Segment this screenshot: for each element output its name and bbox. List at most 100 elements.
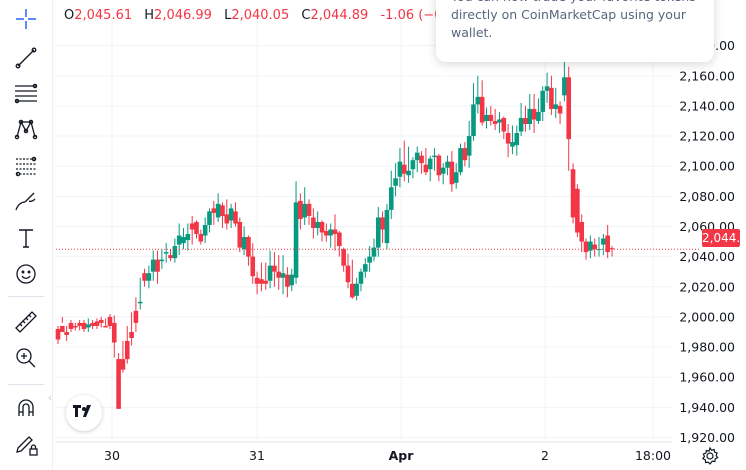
candle-body	[111, 322, 117, 343]
candle	[484, 107, 489, 129]
candle	[228, 203, 234, 228]
candle	[423, 148, 429, 176]
trend-line-tool[interactable]	[8, 45, 44, 75]
candle-body	[354, 283, 359, 296]
candle-body	[254, 277, 260, 284]
zoom-in-tool[interactable]	[8, 345, 44, 375]
candle	[302, 187, 308, 225]
candle	[570, 163, 576, 224]
candle-body	[432, 155, 437, 158]
candle	[453, 163, 459, 189]
candle-body	[220, 205, 225, 216]
chart-settings-button[interactable]	[700, 446, 720, 466]
candle	[259, 262, 264, 292]
candle-body	[592, 244, 597, 250]
candle	[501, 116, 507, 140]
candle-body	[285, 274, 290, 287]
tradingview-logo-button[interactable]	[66, 395, 102, 431]
candle-body	[557, 105, 563, 114]
toolbar-divider	[8, 384, 44, 385]
emoji-tool[interactable]	[8, 261, 44, 291]
candle	[280, 255, 286, 295]
candle	[324, 223, 329, 242]
candle-body	[94, 321, 100, 326]
candle	[588, 235, 593, 259]
ruler-tool[interactable]	[8, 309, 44, 339]
horizontal-lines-icon	[12, 79, 40, 111]
candle	[427, 155, 433, 182]
candle	[68, 319, 74, 332]
candle-body	[401, 164, 407, 174]
price-tick-label: 2,020.00	[679, 279, 735, 294]
horizontal-lines-tool[interactable]	[8, 80, 44, 110]
time-axis[interactable]: 30 31 Apr 2 18:00	[56, 441, 672, 463]
candle	[505, 123, 511, 158]
candle	[94, 318, 100, 329]
candle-body	[107, 316, 113, 326]
candle-body	[98, 319, 104, 323]
candle-body	[120, 359, 126, 370]
price-tick-label: 2,140.00	[679, 98, 735, 113]
candle-body	[358, 271, 364, 284]
candle	[388, 170, 394, 219]
candle-body	[501, 117, 507, 132]
collapse-toolbar-button[interactable]: ‹	[47, 391, 53, 404]
pencil-lock-tool[interactable]	[8, 432, 44, 462]
ohlc-legend: O2,045.61 H2,046.99 L2,040.05 C2,044.89 …	[64, 8, 463, 23]
time-tick-label: 18:00	[635, 448, 671, 463]
tradingview-logo-icon	[73, 404, 95, 423]
low-value: 2,040.05	[231, 8, 290, 23]
candle	[557, 101, 563, 124]
candle	[272, 252, 277, 287]
candle-body	[562, 77, 567, 96]
candle-body	[202, 224, 208, 236]
candle	[176, 223, 182, 256]
candle	[181, 227, 186, 250]
time-tick-label: 2	[541, 448, 549, 463]
candle	[202, 217, 208, 244]
candle	[354, 277, 359, 301]
candle-body	[289, 274, 295, 286]
candle-body	[471, 104, 476, 137]
price-axis[interactable]: 1,920.00 1,940.00 1,960.00 1,980.00 2,000.00…	[679, 38, 735, 445]
close-value: 2,044.89	[310, 8, 369, 23]
candle-body	[328, 229, 333, 236]
candle-body	[155, 259, 160, 272]
fib-retracement-tool[interactable]	[8, 153, 44, 183]
magnet-tool[interactable]	[8, 395, 44, 425]
time-tick-label: 31	[249, 448, 265, 463]
candle-body	[68, 322, 74, 329]
candle	[319, 220, 325, 242]
candle	[566, 66, 572, 171]
candle-body	[198, 234, 204, 242]
candle-body	[298, 200, 303, 219]
candle	[306, 199, 312, 225]
candle	[596, 237, 602, 257]
candle-body	[224, 214, 230, 224]
brush-tool[interactable]	[8, 189, 44, 219]
candle	[562, 60, 567, 102]
candle-body	[228, 208, 234, 221]
candle	[298, 193, 303, 230]
candle-body	[453, 172, 459, 183]
candle-body	[176, 235, 182, 245]
candle-body	[280, 273, 286, 278]
candle-body	[215, 203, 221, 218]
pattern-tool[interactable]	[8, 116, 44, 146]
candle-body	[124, 341, 130, 360]
gear-icon	[700, 446, 720, 470]
price-tick-label: 1,960.00	[679, 370, 735, 385]
candle-body	[259, 279, 264, 284]
candle	[609, 246, 615, 257]
candle-body	[362, 264, 368, 272]
candle-body	[341, 249, 346, 266]
text-tool[interactable]	[8, 225, 44, 255]
candle	[328, 223, 333, 248]
crosshair-tool[interactable]	[8, 6, 44, 36]
candle	[510, 125, 515, 155]
candle	[194, 220, 199, 239]
candle-body	[142, 273, 147, 281]
candle-series	[55, 60, 615, 409]
candle-body	[55, 328, 61, 340]
